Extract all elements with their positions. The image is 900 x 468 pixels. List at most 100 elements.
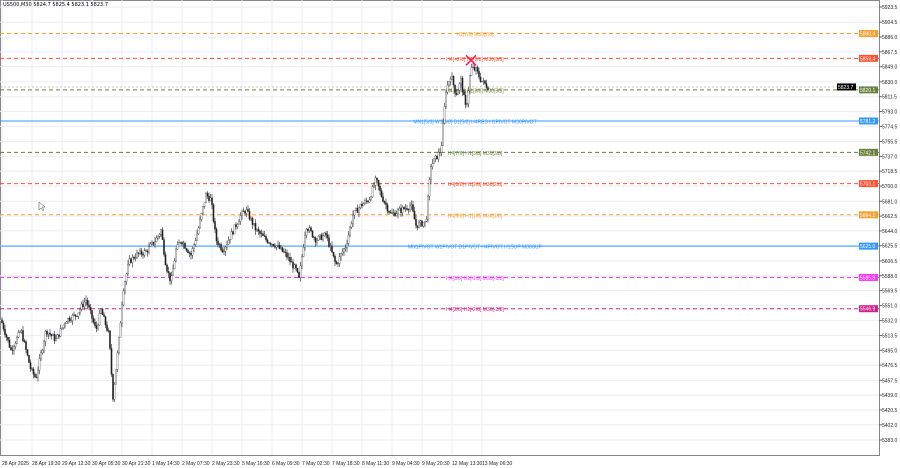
level-price-value: 5703.1 [860,182,876,188]
candle-body [152,241,155,245]
candle-body [80,303,83,310]
y-tick-label: 5662.5 [882,214,898,220]
candle-body [145,250,147,252]
candle-body [484,80,486,84]
candle-body [268,242,270,244]
candle-body [389,212,392,214]
candle-body [25,341,27,350]
candle-body [458,83,461,91]
candle-body [475,67,477,71]
candle-body [322,235,324,240]
candle-body [349,227,351,236]
candle-body [98,312,101,326]
candle-body [139,250,141,254]
candle-body [428,179,431,197]
candle-body [266,239,269,243]
candle-body [182,243,185,245]
level-price-value: 5625.0 [860,244,876,250]
candle-body [188,252,191,254]
candle-body [380,190,383,197]
candle-body [166,264,168,272]
candle-body [356,208,359,213]
candle-body [17,331,20,338]
candle-body [26,349,29,356]
candle-body [277,244,279,246]
current-price-value: 5823.7 [838,85,854,91]
level-price-tag [859,148,878,156]
candle-body [487,87,489,91]
candle-body [91,310,93,319]
candle-body [457,90,459,96]
level-label: MN1[5/8] W1[5/8] D1[5/8] H4RES H1PIVOT M… [413,119,536,125]
candle-body [449,79,452,82]
level-label: MN1PIVOT W1PIVOT D1PIVOT H4PIVOT H1SUP M… [408,245,543,251]
level-price-tag [859,273,878,281]
candle-body [436,155,438,160]
candle-body [439,152,441,153]
candle-body [157,235,159,239]
candle-body [316,240,318,243]
candle-body [199,219,201,229]
candle-body [140,250,143,255]
y-tick-label: 5904.5 [882,20,898,26]
candle-body [422,222,425,227]
candle-body [181,242,183,245]
candle-body [479,76,482,82]
candle-body [272,243,275,247]
candle-body [64,323,66,326]
candle-body [97,324,99,329]
candle-body [85,299,87,303]
candle-body [430,166,432,180]
y-tick-label: 5383.0 [882,438,898,444]
x-tick-label: 12 May 13:30 [452,461,483,467]
candle-body [307,229,309,231]
candle-body [74,314,77,317]
candle-body [124,281,126,292]
candle-body [115,369,117,385]
candle-body [178,242,180,245]
candle-body [236,224,239,227]
x-tick-label: 9 May 04:30 [392,461,420,467]
candle-body [427,196,429,220]
candle-body [293,264,296,269]
candle-body [401,207,404,213]
y-tick-label: 5849.0 [882,65,898,71]
candle-body [287,256,290,258]
y-tick-label: 5681.0 [882,199,898,205]
candle-body [232,231,234,235]
candle-body [301,256,303,267]
candle-body [154,241,156,245]
candle-body [350,223,353,228]
candle-body [110,348,113,375]
candle-body [335,261,338,265]
level-price-tag [859,30,878,38]
candle-body [418,222,420,228]
candle-body [128,258,131,265]
candle-body [235,224,237,227]
candle-body [473,67,476,71]
candle-body [362,203,365,207]
candle-body [275,245,278,248]
candle-body [194,240,197,245]
candle-body [386,204,389,212]
level-label: H4[+2/8] H1[8/8] M30[8/8] [446,57,504,63]
candle-body [296,268,299,273]
candle-body [343,248,345,253]
candle-body [95,325,98,329]
x-tick-label: 1 May 14:30 [152,461,180,467]
candle-body [482,80,485,82]
candle-body [160,229,162,235]
level-price-tag [859,211,878,219]
candle-body [256,229,258,231]
candle-body [172,268,174,276]
candle-body [376,177,378,181]
candle-body [460,78,462,84]
candle-body [184,243,186,249]
candle-body [467,90,470,105]
candle-body [328,237,330,247]
candle-body [14,343,17,347]
candle-body [331,245,333,253]
candle-body [155,237,158,243]
candle-body [373,185,375,187]
